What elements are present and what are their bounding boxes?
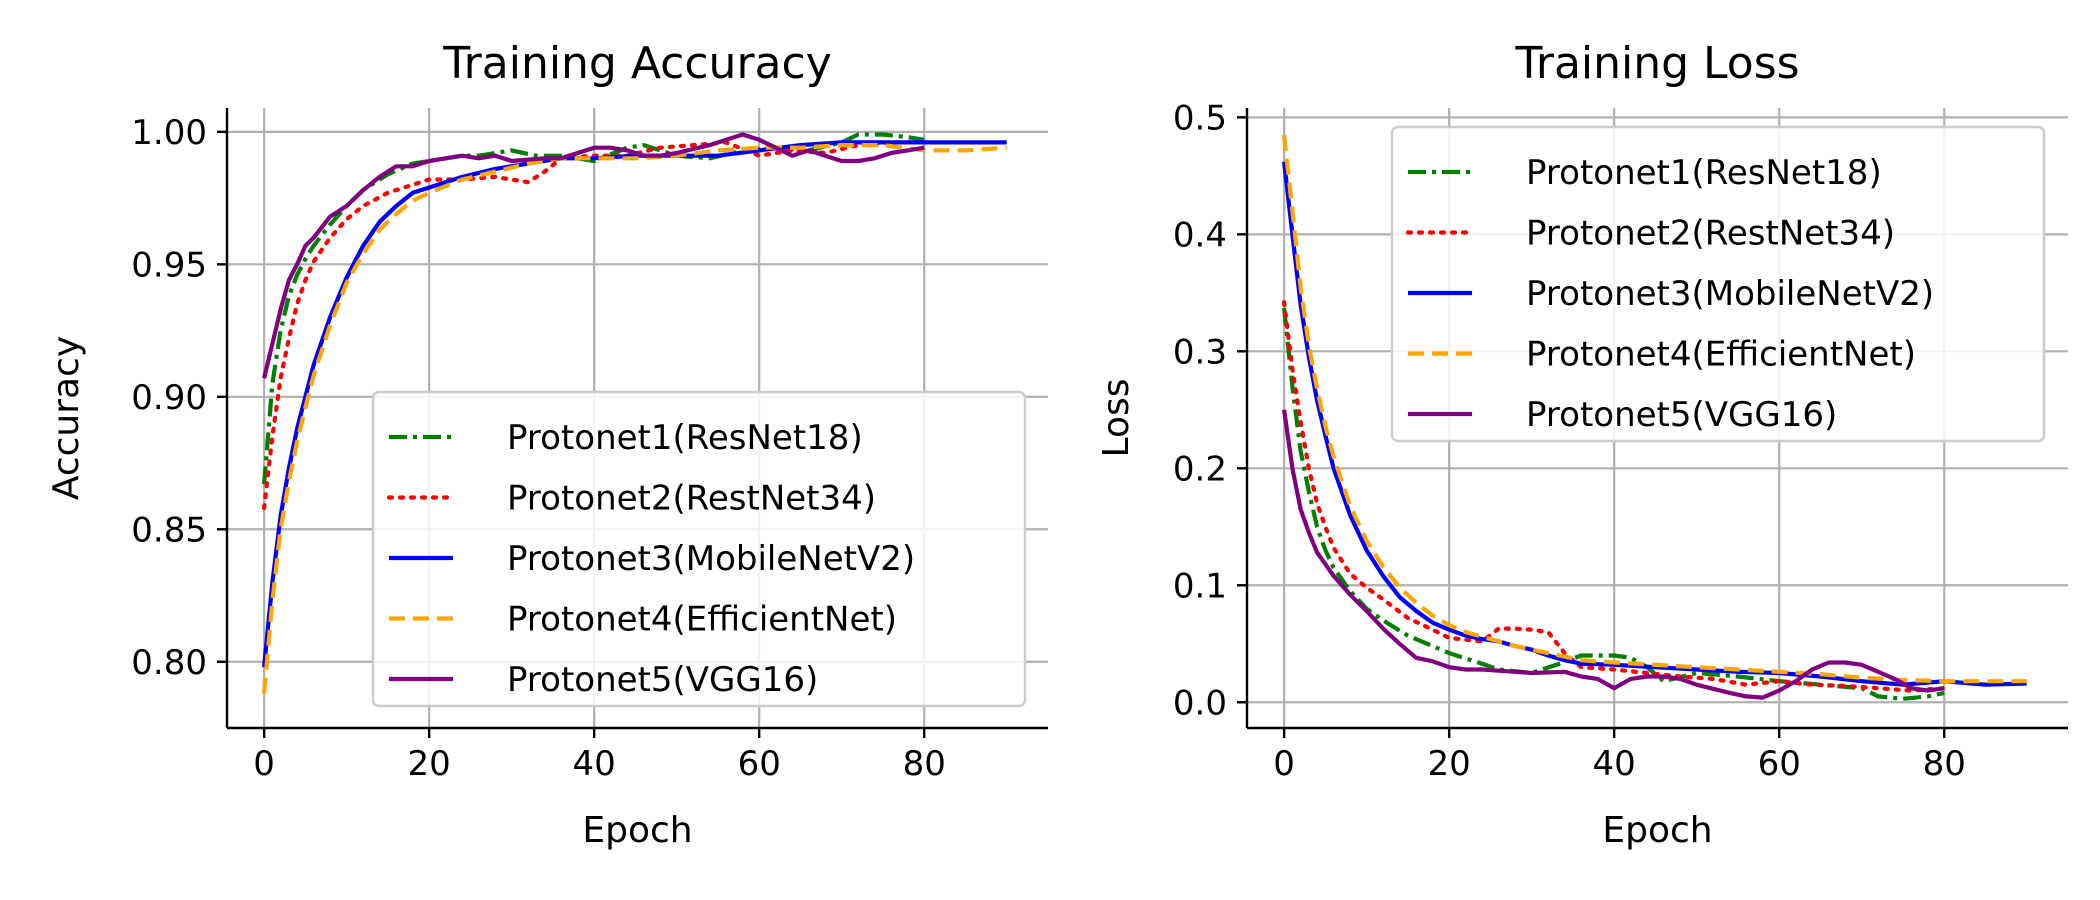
accuracy-legend-frame: [371, 390, 1027, 708]
accuracy-series-line-5: [262, 132, 925, 379]
loss-chart-title: Training Loss: [1514, 38, 1799, 89]
loss-legend: Protonet1(ResNet18) Protonet2(RestNet34) P…: [1390, 125, 2046, 443]
accuracy-series-line-1: [262, 132, 925, 485]
accuracy-chart: 0 20 40 60 80 0.80 0.85 0.90 0.95 1.00 Training Ac…: [46, 38, 1048, 851]
loss-ytick-label-0: 0.0: [1173, 683, 1227, 723]
loss-ytick-label-2: 0.2: [1173, 449, 1227, 489]
loss-series-line-5: [1282, 409, 1945, 700]
accuracy-legend-label-4: Protonet4(EfficientNet): [507, 600, 897, 640]
accuracy-ytick-label-4: 1.00: [131, 113, 207, 153]
loss-legend-label-5: Protonet5(VGG16): [1526, 395, 1837, 435]
loss-ytick-label-1: 0.1: [1173, 566, 1227, 606]
accuracy-legend: Protonet1(ResNet18) Protonet2(RestNet34) P…: [371, 390, 1027, 708]
accuracy-ytick-label-0: 0.80: [131, 643, 207, 683]
accuracy-series-group: [262, 132, 1007, 694]
loss-x-axis-label: Epoch: [1602, 810, 1712, 851]
loss-xtick-label-1: 20: [1428, 744, 1471, 784]
accuracy-legend-label-1: Protonet1(ResNet18): [507, 418, 863, 458]
accuracy-ytick-label-2: 0.90: [131, 378, 207, 418]
accuracy-x-axis-label: Epoch: [582, 810, 692, 851]
loss-chart: 0 20 40 60 80 0.0 0.1 0.2 0.3 0.4 0.5 Training Loss…: [1096, 38, 2068, 851]
accuracy-legend-label-2: Protonet2(RestNet34): [507, 479, 876, 519]
loss-xtick-label-4: 80: [1923, 744, 1966, 784]
accuracy-series-line-4: [262, 143, 1007, 694]
accuracy-xtick-label-4: 80: [903, 744, 946, 784]
loss-ytick-label-5: 0.5: [1173, 98, 1227, 138]
loss-legend-label-1: Protonet1(ResNet18): [1526, 153, 1882, 193]
accuracy-xtick-label-3: 60: [738, 744, 781, 784]
loss-legend-label-4: Protonet4(EfficientNet): [1526, 335, 1916, 375]
accuracy-series-line-3: [262, 140, 1007, 668]
accuracy-y-axis-label: Accuracy: [46, 336, 87, 500]
loss-ytick-label-3: 0.3: [1173, 332, 1227, 372]
loss-series-line-2: [1281, 300, 1947, 693]
accuracy-ytick-label-3: 0.95: [131, 245, 207, 285]
loss-ytick-label-4: 0.4: [1173, 215, 1227, 255]
accuracy-legend-label-3: Protonet3(MobileNetV2): [507, 539, 915, 579]
loss-legend-label-3: Protonet3(MobileNetV2): [1526, 274, 1934, 314]
loss-legend-label-2: Protonet2(RestNet34): [1526, 214, 1895, 254]
loss-series-group: [1281, 134, 2027, 701]
accuracy-ytick-label-1: 0.85: [131, 510, 207, 550]
accuracy-series-line-2: [262, 140, 927, 511]
accuracy-xtick-label-2: 40: [573, 744, 616, 784]
accuracy-legend-label-5: Protonet5(VGG16): [507, 660, 818, 700]
loss-xtick-label-0: 0: [1273, 744, 1295, 784]
accuracy-chart-title: Training Accuracy: [442, 38, 831, 89]
loss-xtick-label-3: 60: [1758, 744, 1801, 784]
loss-legend-frame: [1390, 125, 2046, 443]
loss-y-axis-label: Loss: [1096, 379, 1137, 458]
accuracy-xtick-label-1: 20: [408, 744, 451, 784]
loss-xtick-label-2: 40: [1593, 744, 1636, 784]
accuracy-xtick-label-0: 0: [253, 744, 275, 784]
